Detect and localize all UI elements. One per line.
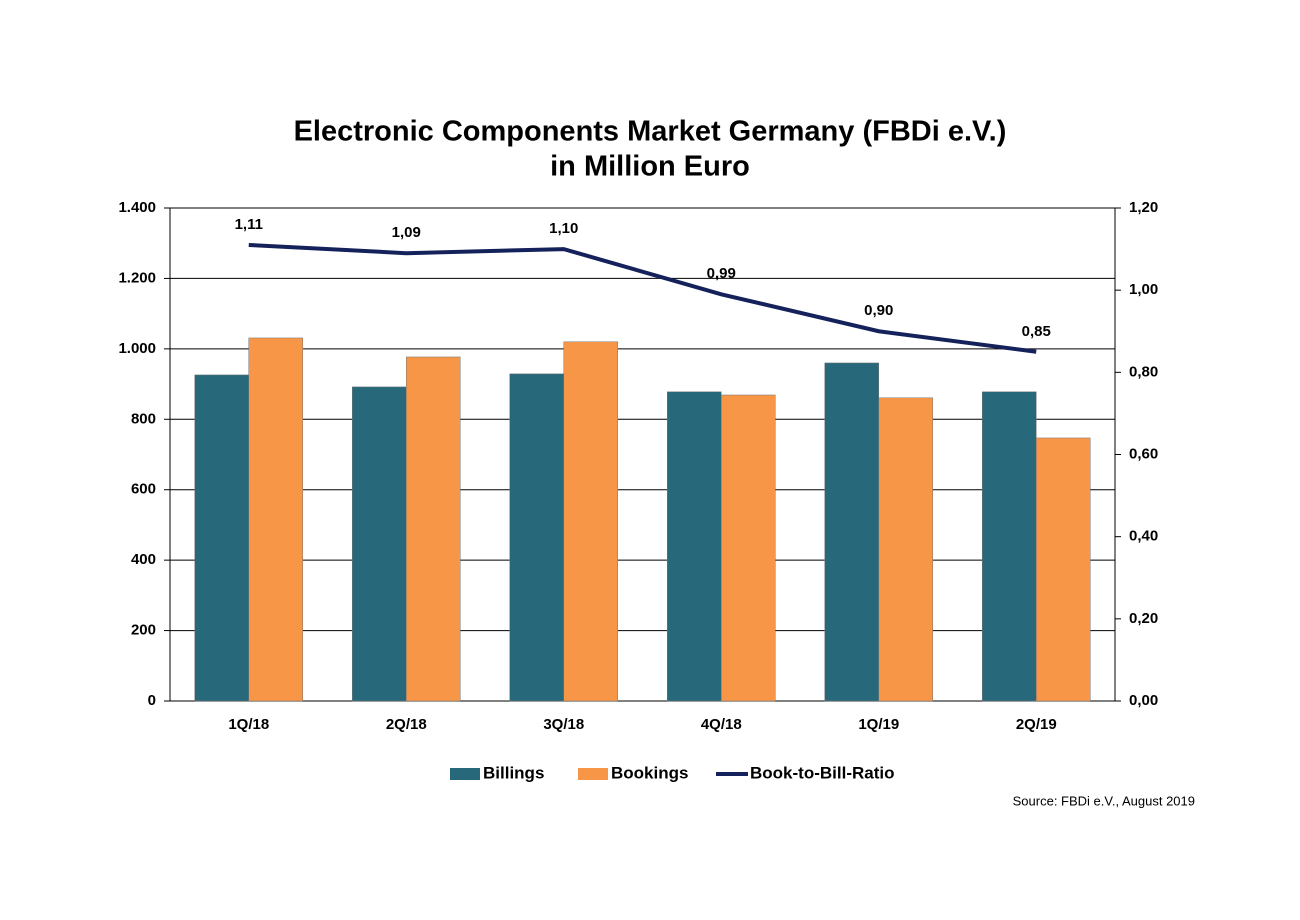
bar — [721, 394, 776, 702]
y2-tick-label: 0,80 — [1129, 363, 1158, 380]
y2-tick-label: 1,00 — [1129, 281, 1158, 298]
y2-tick-label: 0,40 — [1129, 528, 1158, 545]
data-label: 1,11 — [235, 216, 263, 233]
x-tick-label: 4Q/18 — [701, 716, 742, 733]
y-tick-label: 1.200 — [118, 269, 156, 286]
chart-title: Electronic Components Market Germany (FB… — [294, 116, 1007, 148]
y-tick-label: 1.000 — [118, 340, 156, 357]
bar — [194, 374, 249, 702]
y-tick-label: 800 — [131, 410, 156, 427]
y2-tick-label: 1,20 — [1129, 199, 1158, 216]
x-tick-label: 1Q/18 — [228, 716, 269, 733]
bar — [352, 386, 407, 702]
x-tick-label: 2Q/19 — [1016, 716, 1057, 733]
x-tick-label: 3Q/18 — [543, 716, 584, 733]
plot-border — [169, 207, 1116, 702]
data-label: 0,99 — [707, 265, 736, 282]
data-label: 0,85 — [1022, 323, 1051, 340]
bar — [406, 356, 461, 702]
legend-label: Book-to-Bill-Ratio — [750, 763, 894, 782]
data-label: 1,10 — [549, 220, 578, 237]
bar — [509, 373, 564, 702]
bar — [563, 341, 618, 702]
y-tick-label: 1.400 — [118, 199, 156, 216]
chart-subtitle: in Million Euro — [550, 151, 750, 183]
ratio-line — [248, 242, 1037, 354]
y-tick-label: 0 — [148, 692, 156, 709]
y2-tick-label: 0,00 — [1129, 692, 1158, 709]
bar — [878, 397, 933, 702]
legend-label: Bookings — [611, 763, 688, 782]
y-tick-label: 600 — [131, 481, 156, 498]
y2-tick-label: 0,20 — [1129, 610, 1158, 627]
bar — [248, 337, 303, 702]
legend-swatch — [450, 768, 480, 780]
y-tick-label: 400 — [131, 551, 156, 568]
x-tick-label: 1Q/19 — [858, 716, 899, 733]
source-note: Source: FBDi e.V., August 2019 — [1013, 793, 1195, 808]
legend-swatch — [578, 768, 608, 780]
bar — [667, 391, 722, 702]
bar — [982, 391, 1037, 702]
y-tick-label: 200 — [131, 622, 156, 639]
bar — [824, 362, 879, 702]
bar — [1036, 437, 1091, 702]
x-tick-label: 2Q/18 — [386, 716, 427, 733]
data-label: 0,90 — [864, 302, 893, 319]
data-label: 1,09 — [392, 224, 421, 241]
legend-label: Billings — [483, 763, 544, 782]
y2-tick-label: 0,60 — [1129, 445, 1158, 462]
